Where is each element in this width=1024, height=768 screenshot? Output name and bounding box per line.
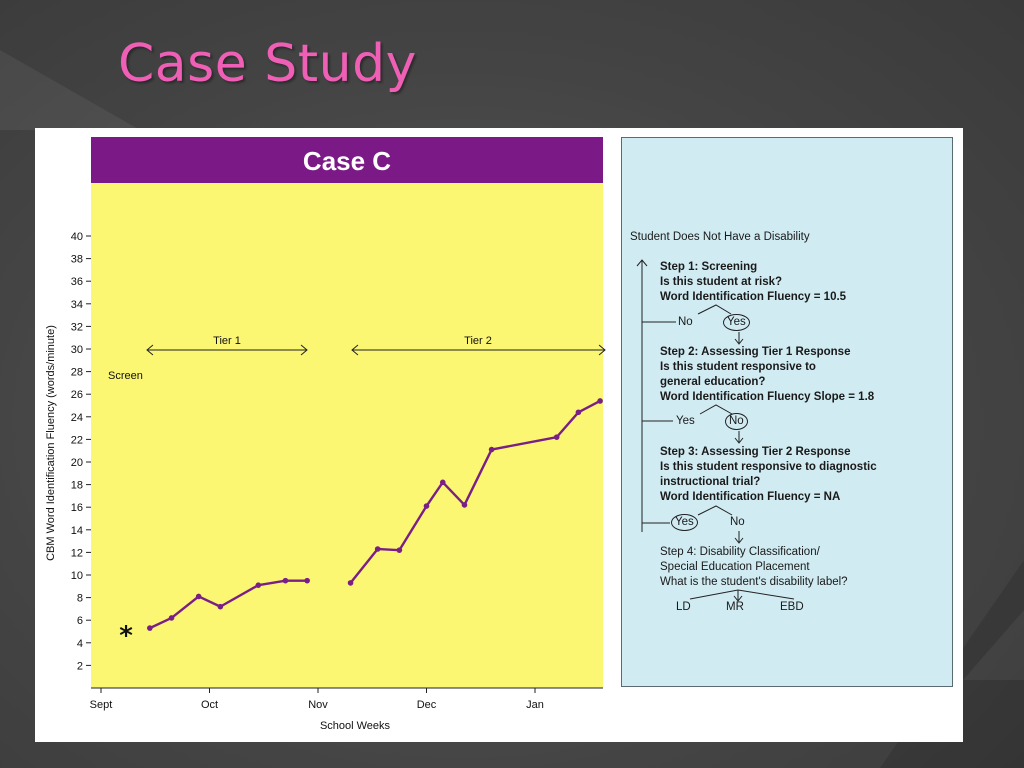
series-line-tier2 xyxy=(349,399,601,584)
flowchart-panel: Student Does Not Have a Disability Step … xyxy=(621,137,953,687)
plot-area xyxy=(91,183,603,688)
step1-title: Step 1: Screening xyxy=(660,261,758,273)
y-tick-label: 30 xyxy=(71,344,83,356)
step4-title-line1: Step 4: Disability Classification/ xyxy=(660,546,820,558)
step1-split-arrow xyxy=(697,304,732,315)
case-chart: Case C 246810121416182022242628303234363… xyxy=(45,137,606,732)
step2-down-arrowhead xyxy=(734,437,744,444)
step2-metric: Word Identification Fluency Slope = 1.8 xyxy=(660,391,875,403)
tier2-right-arrowhead xyxy=(598,344,606,356)
chart-title-bar xyxy=(91,137,603,183)
data-point xyxy=(461,502,468,508)
step1-no-option: No xyxy=(678,316,693,328)
step1-yes-option-selected: Yes xyxy=(723,314,750,331)
data-point xyxy=(304,577,310,584)
y-tick-label: 40 xyxy=(71,231,83,243)
step4-question: What is the student's disability label? xyxy=(660,576,848,588)
y-tick-label: 24 xyxy=(71,412,83,424)
data-point xyxy=(374,546,381,552)
data-point xyxy=(597,398,603,404)
step3-question-line1: Is this student responsive to diagnostic xyxy=(660,461,877,473)
step2-split-arrow xyxy=(699,404,733,415)
data-point xyxy=(217,603,224,610)
y-tick-label: 18 xyxy=(71,480,83,492)
top-outcome-label: Student Does Not Have a Disability xyxy=(630,231,810,243)
step1-metric: Word Identification Fluency = 10.5 xyxy=(660,291,847,303)
flowchart-connectors xyxy=(636,259,795,602)
step4-split-arrow xyxy=(689,589,795,600)
y-tick-label: 26 xyxy=(71,389,83,401)
figure-card: Case C 2 4 6 8 10 12 14 16 18 20 22 24 26 28 30 32 34 36 3… xyxy=(35,128,963,742)
y-tick-label: 28 xyxy=(71,367,83,379)
y-tick-label: 16 xyxy=(71,502,83,514)
step4-option-mr: MR xyxy=(726,601,744,613)
data-point xyxy=(439,479,446,486)
tier1-right-arrowhead xyxy=(300,344,308,356)
x-axis-label: School Weeks xyxy=(320,720,391,732)
y-tick-label: 20 xyxy=(71,457,83,469)
data-point xyxy=(195,593,202,600)
tier2-label: Tier 2 xyxy=(464,335,492,347)
tier2-left-arrowhead xyxy=(351,344,359,356)
y-tick-label: 22 xyxy=(71,434,83,446)
step3-split-arrow xyxy=(697,505,733,516)
y-tick-label: 32 xyxy=(71,321,83,333)
slide-title: Case Study xyxy=(118,34,417,94)
step1-question: Is this student at risk? xyxy=(660,276,783,288)
y-tick-label: 6 xyxy=(77,615,83,627)
y-tick-label: 8 xyxy=(77,593,83,605)
step3-question-line2: instructional trial? xyxy=(660,476,761,488)
x-tick-label: Sept xyxy=(90,699,113,711)
x-tick-label: Oct xyxy=(201,699,218,711)
y-tick-label: 10 xyxy=(71,570,83,582)
chart-title: Case C xyxy=(303,146,391,176)
data-point xyxy=(282,577,289,584)
y-tick-label: 14 xyxy=(71,525,83,537)
x-tick-label: Jan xyxy=(526,699,544,711)
step4-center-arrowhead xyxy=(733,595,743,602)
step3-down-arrowhead xyxy=(734,537,744,544)
data-point xyxy=(488,446,495,453)
feedback-up-arrowhead xyxy=(636,259,648,267)
screen-marker-asterisk: * xyxy=(119,621,133,651)
tier1-left-arrowhead xyxy=(146,344,154,356)
step1-down-arrowhead xyxy=(734,338,744,345)
x-tick-label: Dec xyxy=(417,699,437,711)
step4-title-line2: Special Education Placement xyxy=(660,561,810,573)
y-tick-label: 36 xyxy=(71,276,83,288)
step2-no-option-selected: No xyxy=(725,413,748,430)
y-tick-label: 34 xyxy=(71,299,83,311)
step4-option-ebd: EBD xyxy=(780,601,804,613)
data-point xyxy=(168,615,175,621)
data-point xyxy=(255,582,262,588)
y-axis-label: CBM Word Identification Fluency (words/m… xyxy=(45,325,57,561)
y-tick-label: 38 xyxy=(71,254,83,266)
data-point xyxy=(423,503,430,509)
data-point xyxy=(553,434,560,440)
x-axis: Sept Oct Nov Dec Jan xyxy=(90,687,603,711)
step4-option-ld: LD xyxy=(676,601,691,613)
data-point xyxy=(575,409,582,416)
data-point xyxy=(347,580,354,586)
y-tick-label: 2 xyxy=(77,660,83,672)
step3-no-option: No xyxy=(730,516,745,528)
step2-question-line1: Is this student responsive to xyxy=(660,361,816,373)
series-layer xyxy=(147,398,603,631)
step2-question-line2: general education? xyxy=(660,376,766,388)
step3-title: Step 3: Assessing Tier 2 Response xyxy=(660,446,851,458)
step3-metric: Word Identification Fluency = NA xyxy=(660,491,841,503)
y-tick-label: 4 xyxy=(77,638,83,650)
tier1-label: Tier 1 xyxy=(213,335,241,347)
step2-yes-option: Yes xyxy=(676,415,695,427)
x-tick-label: Nov xyxy=(308,699,328,711)
screen-label: Screen xyxy=(108,370,143,382)
step3-yes-option-selected: Yes xyxy=(671,514,698,531)
data-point xyxy=(147,625,153,631)
step2-title: Step 2: Assessing Tier 1 Response xyxy=(660,346,851,358)
data-point xyxy=(396,547,403,553)
y-tick-label: 12 xyxy=(71,547,83,559)
